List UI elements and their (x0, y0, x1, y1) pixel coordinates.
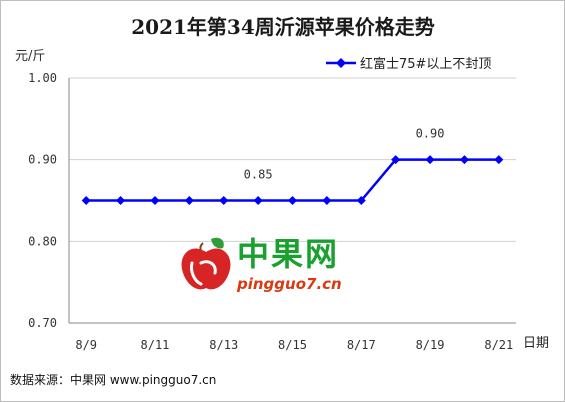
legend-series-label: 红富士75#以上不封顶 (360, 56, 491, 72)
data-source-footer: 数据来源：中果网 www.pingguo7.cn (10, 372, 216, 387)
y-tick-labels: 1.00 0.90 0.80 0.70 (28, 71, 57, 330)
x-tick-label: 8/17 (347, 338, 376, 352)
data-point-marker (116, 196, 126, 205)
x-axis-unit-label: 日期 (523, 336, 549, 351)
data-point-marker (184, 196, 194, 205)
chart-title: 2021年第34周沂源苹果价格走势 (131, 15, 435, 39)
data-point-marker (253, 196, 263, 205)
x-tick-label: 8/11 (141, 338, 170, 352)
legend: 红富士75#以上不封顶 (326, 56, 491, 72)
watermark-url: pingguo7.cn (236, 275, 342, 293)
legend-diamond-marker (336, 58, 346, 68)
y-axis-unit-label: 元/斤 (15, 49, 45, 64)
y-tick-label: 0.70 (28, 316, 57, 330)
data-point-marker (81, 196, 91, 205)
x-tick-label: 8/13 (209, 338, 238, 352)
data-point-marker (288, 196, 297, 205)
y-tick-label: 1.00 (28, 71, 57, 85)
data-point-marker (322, 196, 332, 205)
x-tick-label: 8/15 (278, 338, 307, 352)
watermark: 中果网 pingguo7.cn (181, 235, 342, 293)
data-point-marker (425, 155, 435, 165)
data-point-marker (494, 155, 504, 165)
x-tick-labels: 8/9 8/11 8/13 8/15 8/17 8/19 8/21 (75, 338, 513, 352)
data-point-marker (391, 155, 401, 165)
data-point-marker (219, 196, 229, 205)
y-tick-label: 0.90 (28, 153, 57, 167)
x-tick-label: 8/9 (75, 338, 97, 352)
data-point-marker (356, 196, 366, 205)
x-tick-label: 8/19 (416, 338, 445, 352)
data-point-marker (459, 155, 469, 165)
data-label: 0.85 (244, 168, 273, 182)
x-tick-label: 8/21 (484, 338, 513, 352)
data-label: 0.90 (416, 127, 445, 141)
annotations: 0.85 0.90 (244, 127, 445, 182)
series-layer (81, 155, 504, 205)
apple-logo-icon (181, 237, 231, 290)
y-tick-label: 0.80 (28, 234, 57, 248)
data-point-marker (150, 196, 160, 205)
watermark-brand: 中果网 (237, 235, 339, 273)
